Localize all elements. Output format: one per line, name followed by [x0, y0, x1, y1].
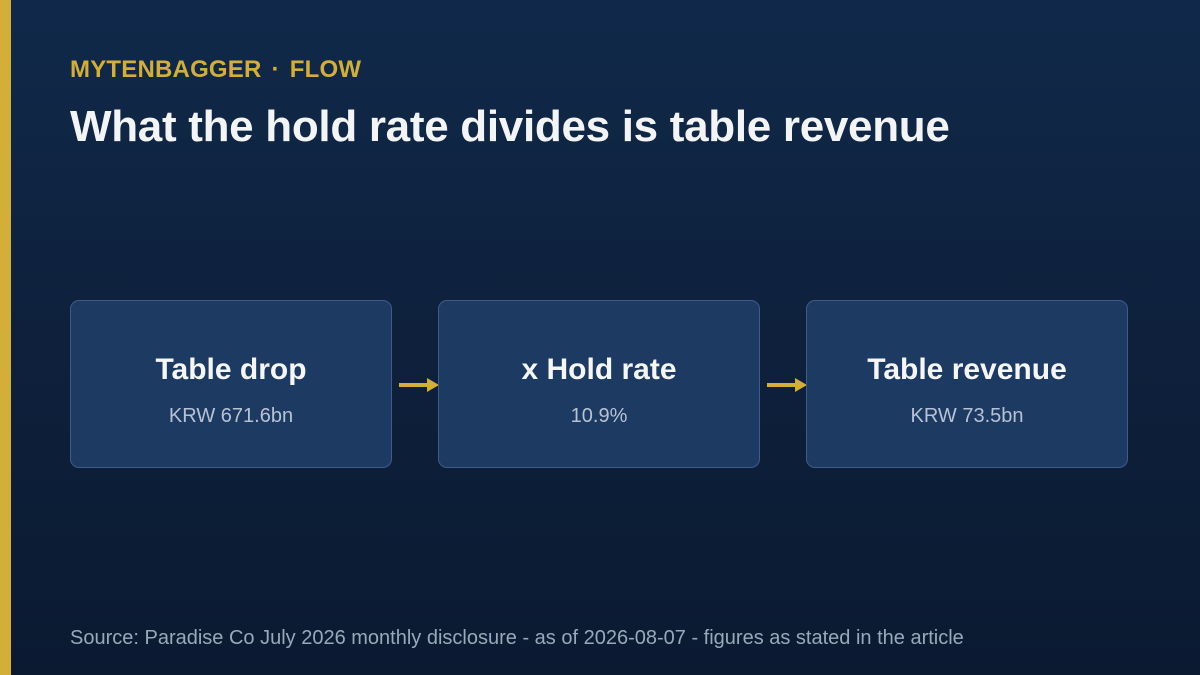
eyebrow: MYTENBAGGER · FLOW	[70, 56, 361, 84]
flow-step-hold-rate: x Hold rate 10.9%	[438, 300, 760, 468]
flow-step-table-revenue: Table revenue KRW 73.5bn	[806, 300, 1128, 468]
flow-diagram: Table drop KRW 671.6bn x Hold rate 10.9%…	[70, 300, 1131, 470]
flow-step-value: KRW 73.5bn	[910, 405, 1024, 427]
arrow-right-icon	[399, 378, 439, 392]
arrow-right-icon	[767, 378, 807, 392]
accent-bar	[0, 0, 11, 675]
eyebrow-separator: ·	[271, 56, 280, 83]
brand-label: MYTENBAGGER	[70, 56, 262, 83]
flow-step-label: Table drop	[155, 353, 307, 386]
flow-step-table-drop: Table drop KRW 671.6bn	[70, 300, 392, 468]
flow-step-label: x Hold rate	[521, 353, 677, 386]
flow-step-value: 10.9%	[570, 405, 628, 427]
page-title: What the hold rate divides is table reve…	[70, 102, 950, 151]
source-note: Source: Paradise Co July 2026 monthly di…	[70, 627, 964, 649]
section-label: FLOW	[289, 56, 362, 83]
flow-step-value: KRW 671.6bn	[168, 405, 294, 427]
flow-step-label: Table revenue	[867, 353, 1067, 386]
